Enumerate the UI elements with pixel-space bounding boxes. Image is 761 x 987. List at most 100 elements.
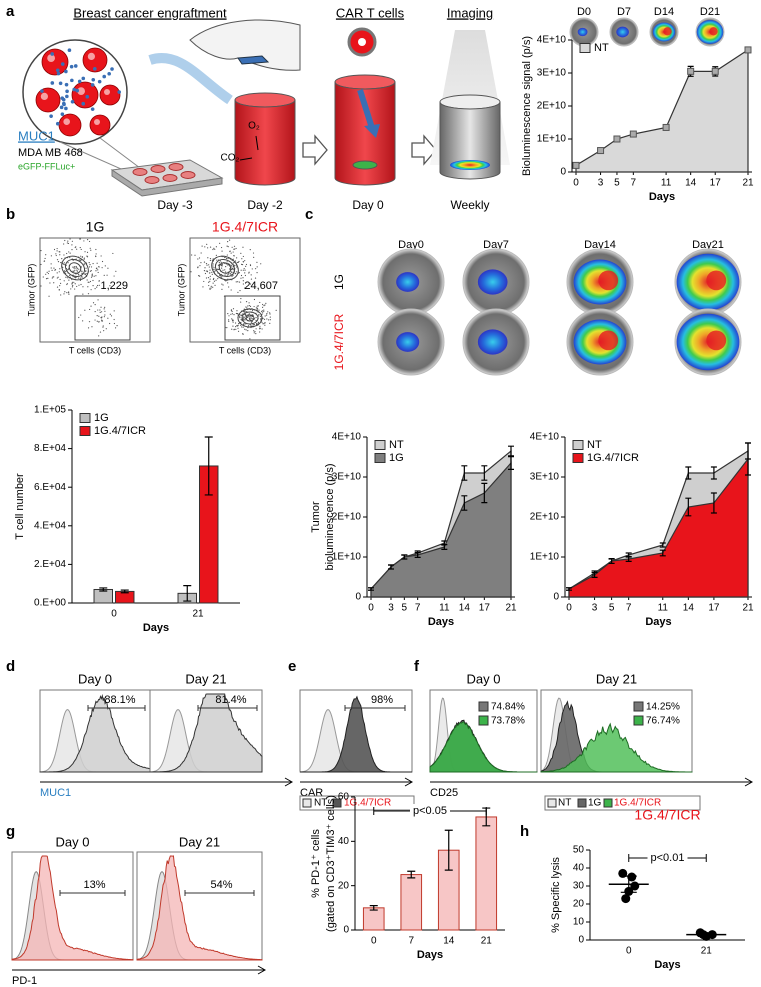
event bbox=[88, 321, 91, 323]
event bbox=[57, 261, 60, 263]
matrix-dot bbox=[85, 94, 90, 99]
event bbox=[73, 266, 76, 268]
event bbox=[98, 280, 100, 282]
x-tick-label: 14 bbox=[685, 178, 697, 189]
matrix-dot bbox=[72, 87, 76, 92]
event bbox=[231, 310, 233, 313]
event bbox=[259, 315, 262, 317]
y-tick-label: 2.E+04 bbox=[34, 559, 66, 570]
event bbox=[215, 254, 217, 256]
event bbox=[264, 322, 266, 324]
histogram bbox=[39, 693, 151, 773]
image-label: D7 bbox=[617, 6, 631, 18]
event bbox=[238, 281, 241, 283]
event bbox=[88, 240, 91, 243]
event bbox=[95, 248, 97, 251]
event bbox=[53, 267, 55, 269]
event bbox=[254, 277, 257, 279]
event bbox=[254, 330, 256, 333]
y-tick-label: 2E+10 bbox=[537, 101, 567, 112]
matrix-dot bbox=[81, 76, 86, 81]
hot-spot bbox=[598, 270, 619, 291]
event bbox=[89, 308, 91, 311]
panel-letter: e bbox=[288, 658, 296, 675]
event bbox=[86, 255, 88, 257]
event bbox=[79, 277, 81, 279]
event bbox=[103, 308, 105, 310]
event bbox=[227, 264, 229, 266]
day-title: Day 21 bbox=[179, 834, 220, 849]
event bbox=[60, 294, 62, 296]
nucleus bbox=[47, 54, 55, 62]
event bbox=[68, 293, 70, 295]
event bbox=[50, 263, 52, 265]
event bbox=[96, 262, 98, 264]
event bbox=[59, 282, 62, 284]
point bbox=[627, 872, 637, 882]
nucleus bbox=[77, 87, 85, 95]
event bbox=[242, 255, 244, 258]
histogram bbox=[300, 695, 412, 773]
gate-bracket bbox=[197, 705, 258, 711]
y-tick-label: 1E+10 bbox=[332, 552, 362, 563]
x-tick-label: 21 bbox=[505, 603, 517, 614]
event bbox=[53, 248, 56, 251]
event bbox=[263, 310, 265, 313]
event bbox=[115, 270, 117, 272]
event bbox=[85, 267, 87, 269]
event bbox=[203, 280, 205, 283]
event bbox=[242, 333, 244, 335]
event bbox=[239, 317, 241, 319]
event bbox=[237, 313, 239, 315]
event bbox=[215, 279, 217, 281]
event bbox=[227, 313, 229, 315]
event bbox=[70, 288, 72, 290]
gate-count: 1,229 bbox=[100, 280, 128, 292]
event bbox=[98, 321, 100, 323]
event bbox=[84, 273, 87, 276]
event bbox=[269, 322, 271, 325]
legend-swatch bbox=[332, 798, 342, 808]
x-tick-label: 7 bbox=[415, 603, 421, 614]
error-bar bbox=[368, 587, 374, 591]
bioluminescence bbox=[577, 27, 588, 37]
event bbox=[213, 247, 215, 249]
gate-bracket bbox=[87, 705, 146, 711]
event bbox=[204, 267, 206, 269]
event bbox=[227, 257, 229, 260]
event bbox=[90, 276, 93, 278]
marker bbox=[711, 67, 719, 75]
event bbox=[207, 247, 209, 249]
event bbox=[242, 261, 244, 263]
event bbox=[250, 325, 252, 327]
event bbox=[256, 266, 258, 268]
x-tick-label: 5 bbox=[609, 603, 615, 614]
error-bar bbox=[183, 585, 192, 602]
event bbox=[86, 272, 88, 275]
x-tick-label: 11 bbox=[658, 603, 669, 614]
event bbox=[83, 257, 85, 259]
matrix-dot bbox=[70, 100, 75, 104]
event bbox=[109, 285, 111, 287]
bar bbox=[400, 874, 423, 931]
event bbox=[240, 318, 242, 321]
event bbox=[228, 273, 230, 275]
event bbox=[63, 262, 65, 264]
event bbox=[71, 286, 74, 288]
nucleus bbox=[94, 119, 100, 125]
event bbox=[80, 260, 82, 262]
event bbox=[261, 321, 263, 323]
event bbox=[239, 289, 241, 292]
event bbox=[269, 319, 271, 321]
event bbox=[64, 291, 66, 293]
event bbox=[236, 271, 238, 273]
day-label: Day21 bbox=[692, 239, 724, 251]
event bbox=[227, 241, 229, 243]
gate-percent: 88.1% bbox=[104, 694, 135, 706]
event bbox=[81, 270, 83, 272]
bar bbox=[362, 907, 385, 931]
event bbox=[213, 266, 215, 269]
event bbox=[239, 314, 241, 316]
event bbox=[232, 267, 234, 269]
